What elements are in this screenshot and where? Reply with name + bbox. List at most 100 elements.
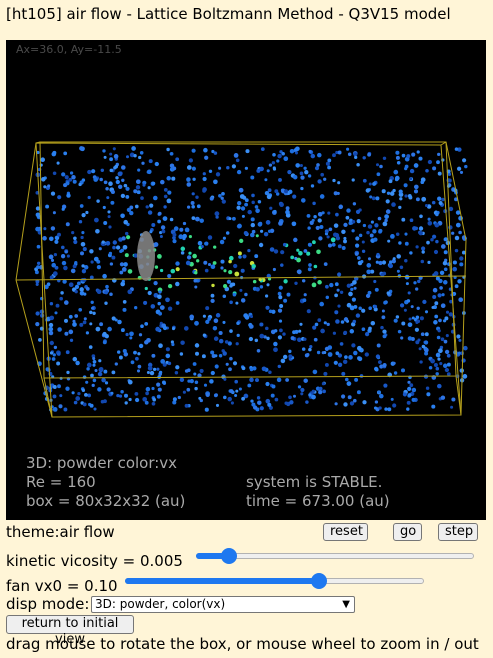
particle [351, 297, 356, 302]
particle [191, 148, 196, 153]
particle [287, 169, 292, 175]
particle [161, 229, 166, 234]
particle [301, 198, 306, 203]
particle [198, 396, 202, 400]
particle [439, 270, 445, 276]
particle [90, 260, 94, 264]
particle [232, 361, 238, 366]
particle [395, 232, 400, 237]
particle [307, 242, 312, 247]
particle [82, 402, 87, 407]
particle [102, 340, 107, 345]
slider-thumb[interactable] [221, 548, 238, 564]
particle [244, 202, 249, 207]
particle [343, 239, 347, 244]
particle [162, 216, 168, 221]
particle [298, 251, 303, 256]
slider-thumb[interactable] [311, 573, 328, 589]
display-mode-select[interactable]: 3D: powder, color(vx) ▼ [91, 596, 355, 613]
particle [158, 343, 163, 349]
particle [196, 259, 200, 263]
particle [78, 307, 83, 312]
particle [343, 402, 348, 407]
reset-button[interactable]: reset [323, 523, 368, 541]
particle [237, 200, 242, 206]
step-button[interactable]: step [438, 523, 478, 541]
particle [120, 389, 124, 394]
particle [296, 248, 300, 252]
particle [64, 250, 68, 254]
particle [157, 212, 161, 216]
chevron-down-icon: ▼ [342, 599, 350, 610]
particle [227, 396, 232, 402]
particle [81, 231, 85, 235]
particle [147, 362, 153, 368]
particle [79, 290, 85, 296]
return-to-initial-view-button[interactable]: return to initial view [6, 615, 134, 647]
particle [382, 363, 387, 368]
particle [109, 152, 113, 156]
particle [317, 318, 322, 322]
particle [260, 147, 265, 151]
particle [296, 257, 301, 263]
particle [372, 181, 377, 186]
particle [332, 232, 338, 237]
particle [195, 216, 200, 222]
particle [237, 223, 242, 229]
particle [295, 163, 301, 168]
particle [107, 326, 112, 332]
particle [63, 265, 68, 271]
particle [299, 322, 303, 326]
particle [427, 260, 431, 264]
particle [411, 397, 416, 402]
fan-speed-slider[interactable] [125, 573, 424, 589]
particle [163, 188, 168, 192]
particle [201, 354, 206, 359]
particle [271, 384, 276, 389]
particle [159, 235, 163, 238]
particle [319, 224, 324, 230]
particle [118, 355, 123, 360]
particle [235, 301, 239, 305]
particle [324, 346, 329, 351]
particle [377, 390, 381, 394]
particle [51, 262, 56, 268]
simulation-canvas[interactable]: Ax=36.0, Ay=-11.5 3D: powder color:vx Re… [6, 40, 486, 520]
particle [233, 263, 238, 269]
particle [202, 187, 207, 192]
particle [81, 269, 87, 274]
particle [123, 352, 129, 357]
particle [43, 227, 47, 231]
particle [158, 311, 163, 316]
particle [319, 301, 325, 307]
particle [213, 336, 219, 341]
particle [192, 253, 197, 259]
particle [235, 342, 239, 346]
particle [49, 351, 54, 355]
particle [280, 250, 285, 255]
particle [120, 328, 125, 333]
viscosity-slider[interactable] [196, 548, 474, 564]
particle [407, 393, 412, 397]
particle [411, 152, 416, 157]
particle [276, 377, 282, 383]
particle [396, 254, 401, 259]
particle [369, 233, 374, 238]
particle [331, 242, 336, 247]
particle [107, 210, 111, 214]
particle [393, 318, 398, 323]
particle [330, 237, 336, 243]
particle [157, 387, 162, 392]
go-button[interactable]: go [393, 523, 422, 541]
particle [415, 287, 419, 291]
particle [409, 168, 415, 174]
particle [333, 360, 338, 365]
particle [103, 155, 107, 159]
particle [316, 163, 320, 167]
particle [87, 195, 91, 200]
particle [389, 191, 395, 196]
particle [401, 321, 406, 326]
particle [202, 176, 207, 182]
particle [44, 284, 49, 290]
particle [148, 159, 153, 164]
